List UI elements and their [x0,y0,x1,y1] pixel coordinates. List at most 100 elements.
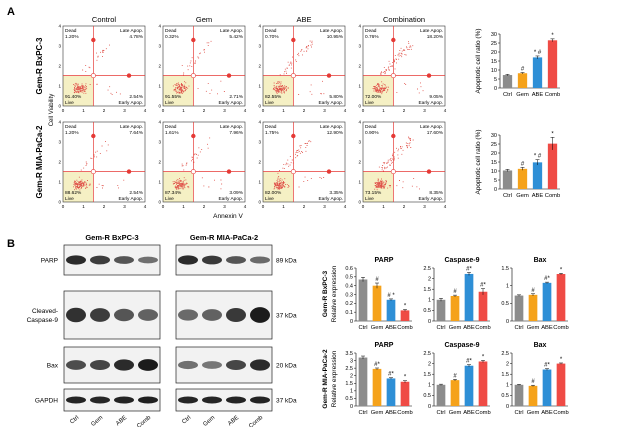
blot-band [114,256,134,264]
y-tick-label: 0.6 [345,266,353,272]
flow-x-tick: 3 [123,204,126,209]
category-label: Gem [527,325,540,331]
blot-band [202,396,222,404]
blot-panel [175,346,273,384]
y-tick-label: 2.5 [423,351,431,357]
flow-y-tick: 4 [358,120,361,125]
flow-x-tick: 0 [362,108,365,113]
blot-cell-line-title: Gem-R BxPC-3 [85,233,138,242]
panel-b-label: B [7,238,15,250]
flow-x-tick: 3 [223,204,226,209]
quad-early-label: Early Apop. [418,100,443,106]
flow-y-tick: 0 [158,200,161,205]
bar [547,40,558,88]
flow-y-tick: 4 [158,120,161,125]
bar [450,380,460,406]
significance-mark: # [531,379,535,385]
blot-band [66,307,86,323]
category-label: Gem [371,410,384,416]
flow-x-tick: 3 [223,108,226,113]
flow-y-tick: 2 [358,160,361,165]
significance-mark: # [521,67,525,73]
blot-band [66,396,86,404]
blot-band [90,360,110,370]
bar [528,385,538,406]
quad-dead-label: Dead [65,124,77,130]
flow-x-tick: 4 [144,108,147,113]
significance-mark: * [560,357,563,363]
quadrant-handle [391,133,396,139]
flow-y-tick: 4 [258,120,261,125]
bar-chart: 0 0.5 1 1.5 2 2.5 Ctrl # Gem #* ABE #* Comb Caspase-9 [423,257,490,331]
panel-a-label: A [7,6,15,18]
flow-plot-frame [262,121,346,203]
flow-x-tick: 3 [323,108,326,113]
significance-mark: #* [544,276,550,282]
quadrant-handle [226,169,232,174]
bar [542,282,552,321]
flow-y-tick: 2 [158,160,161,165]
quadrant-handle [91,133,96,139]
blot-cell-line-title: Gem-R MIA-PaCa-2 [190,233,258,242]
quadrant-handle [191,133,196,139]
flow-x-tick: 2 [103,108,106,113]
category-label: Gem [449,325,462,331]
flow-events [172,137,223,190]
quad-live-value: 72.00% [365,94,382,100]
blot-kda-label: 37 kDa [276,398,297,405]
y-tick-label: 0 [506,319,509,325]
flow-events [372,41,424,95]
category-label: Comb [553,410,568,416]
flow-x-tick: 1 [182,108,185,113]
significance-mark: #* [466,266,472,272]
flow-y-tick: 3 [358,44,361,49]
y-tick-label: 2 [428,361,431,367]
quad-live-label: Live [265,196,274,202]
bar [547,143,558,189]
quad-dead-label: Dead [65,28,77,34]
y-tick-label: 0 [350,319,353,325]
quad-early-label: Early Apop. [118,100,143,106]
chart-title: PARP [375,257,394,264]
bar [372,285,382,321]
y-tick-label: 2.5 [423,266,431,272]
significance-mark: * [551,33,554,39]
quad-live-value: 82.00% [265,190,282,196]
y-tick-label: 2 [350,374,353,380]
flow-y-tick: 0 [58,104,61,109]
blot-protein-label: Caspase-9 [27,317,59,324]
bar [514,384,524,406]
bar [386,299,396,321]
category-label: Ctrl [436,325,445,331]
blot-band [90,396,110,404]
blot-kda-label: 37 kDa [276,313,297,320]
blot-band [138,396,158,404]
flow-events [172,40,225,95]
flow-x-axis-label: Annexin V [213,213,243,220]
quad-early-label: Early Apop. [118,196,143,202]
category-label: Gem [527,410,540,416]
category-label: Ctrl [514,325,523,331]
y-tick-label: 5 [494,178,497,184]
blot-band [226,256,246,264]
category-label: Gem [449,410,462,416]
bar [532,57,543,88]
flow-x-tick: 1 [282,108,285,113]
category-label: Gem [516,193,529,199]
quad-late-label: Late Apop. [420,28,443,34]
quad-live-value: 87.34% [165,190,182,196]
y-tick-label: 2.5 [501,351,509,357]
y-tick-label: 3 [350,358,353,364]
y-tick-label: 10 [491,169,497,175]
flow-y-tick: 2 [258,64,261,69]
quad-live-label: Live [365,196,374,202]
category-label: Comb [553,325,568,331]
quadrant-center-handle [190,73,196,79]
y-tick-label: 2 [428,276,431,282]
significance-mark: * [482,354,485,360]
flow-x-tick: 0 [62,108,65,113]
quad-late-value: 7.64% [129,130,143,136]
flow-x-tick: 2 [203,204,206,209]
